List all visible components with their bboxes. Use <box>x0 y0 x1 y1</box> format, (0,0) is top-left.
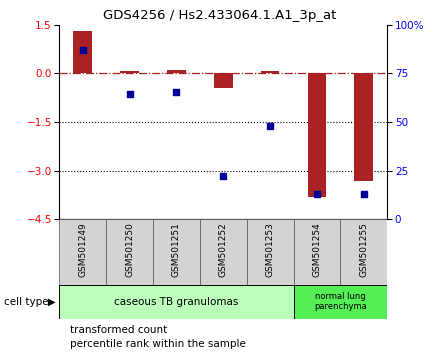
Bar <box>293 285 387 319</box>
Point <box>360 191 367 197</box>
Text: GSM501254: GSM501254 <box>312 222 322 277</box>
Bar <box>308 73 326 197</box>
Text: GSM501252: GSM501252 <box>219 222 228 277</box>
Text: GSM501249: GSM501249 <box>78 222 87 277</box>
Point <box>313 191 320 197</box>
Bar <box>106 219 153 285</box>
Text: percentile rank within the sample: percentile rank within the sample <box>70 339 246 349</box>
Text: GDS4256 / Hs2.433064.1.A1_3p_at: GDS4256 / Hs2.433064.1.A1_3p_at <box>103 9 337 22</box>
Point <box>79 47 86 53</box>
Bar <box>153 219 200 285</box>
Text: normal lung
parenchyma: normal lung parenchyma <box>314 292 367 312</box>
Bar <box>59 285 293 319</box>
Text: cell type: cell type <box>4 297 49 307</box>
Bar <box>200 219 247 285</box>
Bar <box>341 219 387 285</box>
Bar <box>73 31 92 73</box>
Text: transformed count: transformed count <box>70 325 167 335</box>
Bar <box>120 71 139 73</box>
Bar <box>293 219 341 285</box>
Text: GSM501253: GSM501253 <box>266 222 275 277</box>
Point <box>267 123 274 129</box>
Text: GSM501251: GSM501251 <box>172 222 181 277</box>
Text: caseous TB granulomas: caseous TB granulomas <box>114 297 238 307</box>
Text: GSM501250: GSM501250 <box>125 222 134 277</box>
Bar <box>214 73 233 88</box>
Bar <box>167 70 186 73</box>
Point <box>126 91 133 96</box>
Point <box>220 173 227 178</box>
Bar <box>59 219 106 285</box>
Point <box>173 90 180 95</box>
Text: GSM501255: GSM501255 <box>359 222 368 277</box>
Bar <box>247 219 293 285</box>
Bar <box>261 71 279 73</box>
Text: ▶: ▶ <box>48 297 55 307</box>
Bar <box>355 73 373 181</box>
